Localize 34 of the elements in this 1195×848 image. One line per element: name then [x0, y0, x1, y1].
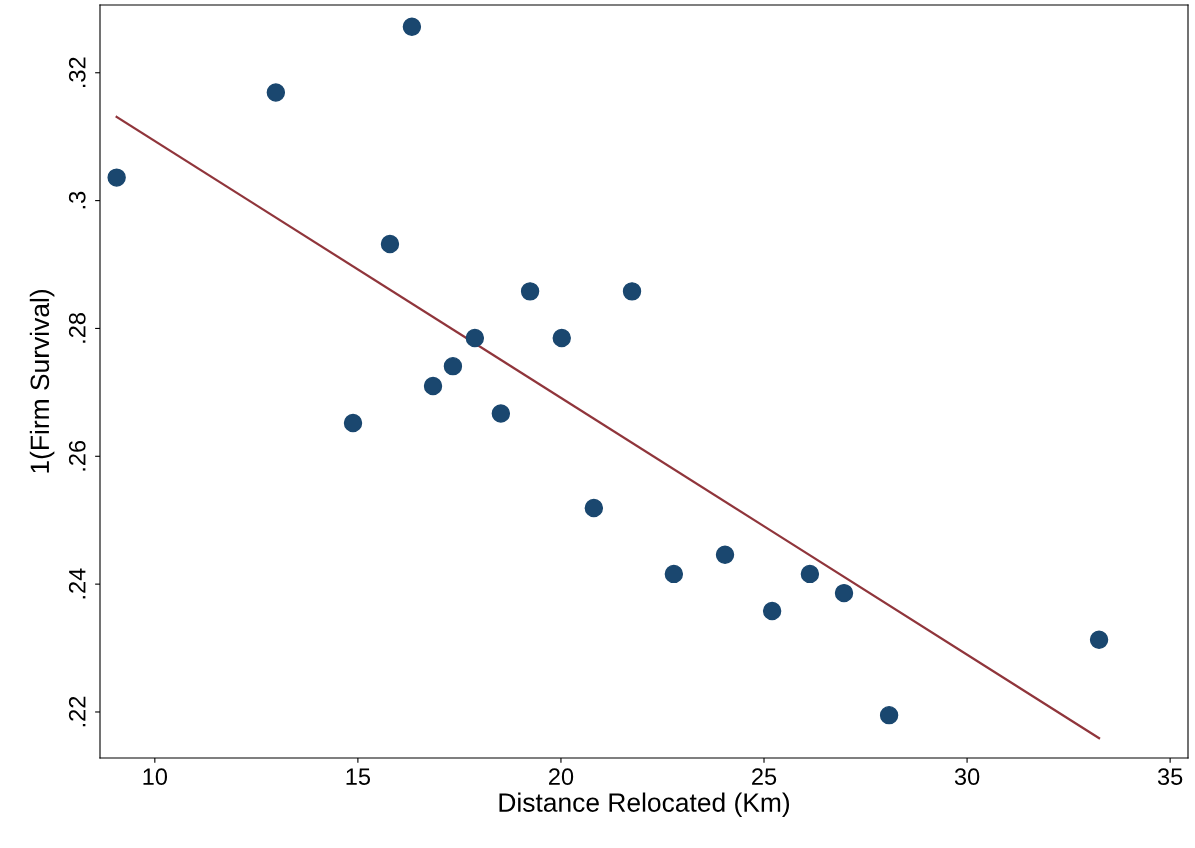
- y-tick-label: .32: [68, 57, 86, 88]
- point: [266, 83, 286, 102]
- y-tick-label: .22: [68, 696, 86, 727]
- point: [423, 376, 443, 396]
- point: [584, 498, 604, 518]
- point: [879, 705, 899, 725]
- point: [380, 234, 400, 254]
- point: [465, 328, 485, 348]
- y-tick-label: .26: [68, 440, 86, 471]
- x-tick-label: 10: [143, 768, 168, 786]
- point: [664, 564, 684, 584]
- point: [715, 545, 735, 564]
- x-tick-label: 20: [549, 768, 574, 786]
- point: [552, 328, 571, 348]
- point: [443, 356, 463, 376]
- point: [520, 282, 540, 301]
- y-axis-title: 1(Firm Survival): [29, 290, 55, 473]
- point: [402, 17, 422, 36]
- y-tick-label: .3: [68, 191, 86, 209]
- point: [762, 601, 782, 621]
- x-tick-label: 30: [954, 768, 980, 786]
- point: [343, 413, 363, 433]
- point: [834, 583, 854, 603]
- y-tick-label: .24: [68, 568, 86, 599]
- x-axis-title: Distance Relocated (Km): [499, 792, 790, 818]
- point: [800, 564, 820, 584]
- point: [107, 168, 126, 187]
- x-tick-label: 35: [1157, 768, 1183, 786]
- x-tick-label: 25: [752, 768, 777, 786]
- point: [1089, 630, 1109, 649]
- point: [491, 404, 511, 423]
- x-tick-label: 15: [346, 768, 371, 786]
- y-tick-label: .28: [68, 313, 86, 343]
- point: [622, 282, 642, 301]
